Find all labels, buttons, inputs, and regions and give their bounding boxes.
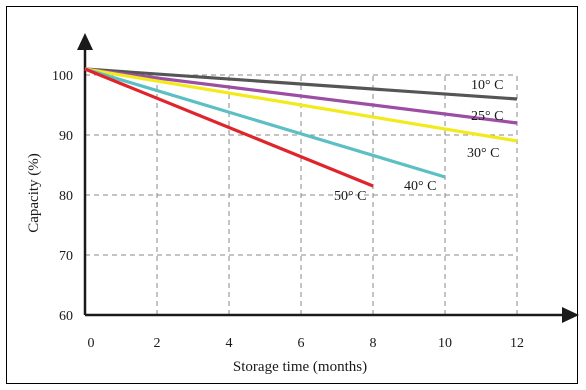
- series-label: 10° C: [471, 78, 503, 93]
- series-line-25c: [84, 67, 518, 125]
- series-line-30c: [84, 67, 518, 143]
- grid-lines: [85, 74, 518, 315]
- y-tick-label: 80: [59, 189, 73, 204]
- series-label: 30° C: [467, 146, 499, 161]
- series-line-50c: [84, 67, 374, 188]
- axes: [77, 33, 579, 323]
- x-tick-label: 6: [298, 336, 305, 351]
- x-tick-label: 2: [154, 336, 161, 351]
- y-tick-label: 70: [59, 249, 73, 264]
- series-lines: [84, 67, 518, 188]
- x-tick-label: 4: [226, 336, 233, 351]
- y-axis-label: Capacity (%): [26, 153, 42, 233]
- x-axis-arrow: [562, 307, 579, 323]
- series-label: 25° C: [471, 109, 503, 124]
- y-tick-label: 100: [52, 69, 73, 84]
- x-tick-label: 8: [370, 336, 377, 351]
- x-tick-label: 12: [510, 336, 524, 351]
- series-label: 40° C: [404, 179, 436, 194]
- x-tick-label: 10: [438, 336, 452, 351]
- series-line-40c: [84, 67, 446, 179]
- x-axis-label: Storage time (months): [233, 359, 367, 375]
- tick-labels: 0 2 4 6 8 10 12 60 70 80 90 100: [52, 69, 524, 351]
- y-tick-label: 60: [59, 309, 73, 324]
- y-axis-arrow: [77, 33, 93, 50]
- series-line-10c: [84, 67, 518, 101]
- series-labels: 10° C 25° C 30° C 40° C 50° C: [334, 78, 503, 204]
- y-tick-label: 90: [59, 129, 73, 144]
- x-tick-label: 0: [88, 336, 95, 351]
- series-label: 50° C: [334, 189, 366, 204]
